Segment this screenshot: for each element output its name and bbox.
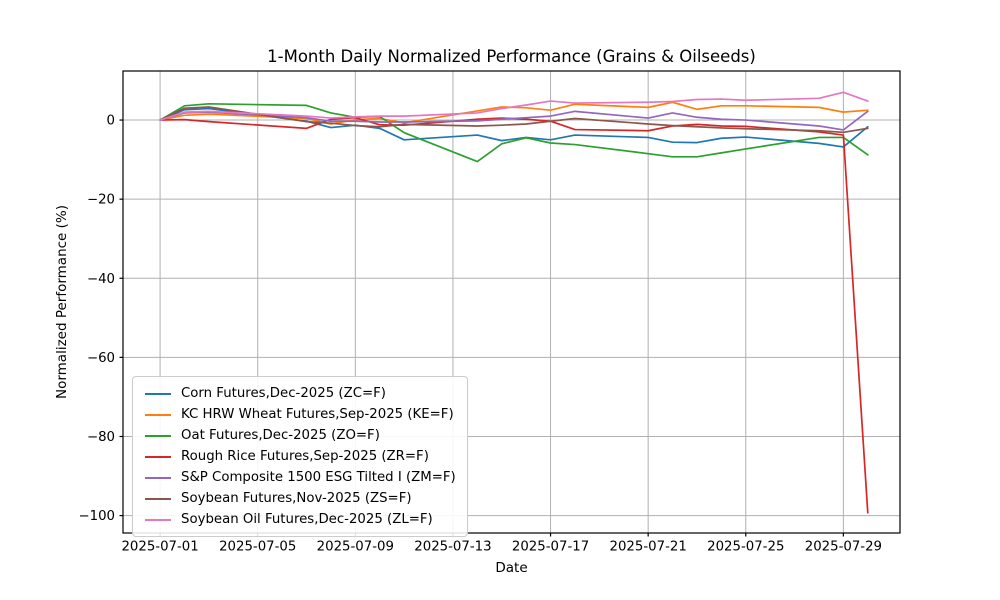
legend-item-label: Oat Futures,Dec-2025 (ZO=F) — [181, 428, 380, 443]
legend-line-swatch — [145, 497, 171, 500]
x-tick-label: 2025-07-01 — [121, 540, 198, 555]
legend-item: KC HRW Wheat Futures,Sep-2025 (KE=F) — [140, 404, 459, 425]
y-tick-label: −40 — [87, 272, 115, 287]
legend-item-label: KC HRW Wheat Futures,Sep-2025 (KE=F) — [181, 407, 454, 422]
x-tick-label: 2025-07-13 — [414, 540, 491, 555]
series-line — [159, 110, 869, 131]
legend-line-swatch — [145, 518, 171, 521]
series-line — [159, 91, 869, 121]
x-axis-label: Date — [495, 560, 528, 576]
legend-line-swatch — [145, 476, 171, 479]
series-line — [159, 116, 869, 514]
legend-item: Soybean Futures,Nov-2025 (ZS=F) — [140, 488, 459, 509]
series-line — [159, 101, 869, 125]
legend-item: Oat Futures,Dec-2025 (ZO=F) — [140, 425, 459, 446]
legend: Corn Futures,Dec-2025 (ZC=F) KC HRW Wheat… — [132, 376, 468, 537]
legend-line-swatch — [145, 392, 171, 395]
plot-frame — [122, 70, 901, 534]
series-layer — [159, 91, 869, 514]
y-tick-label: −60 — [87, 351, 115, 366]
legend-line-swatch — [145, 455, 171, 458]
y-tick-label: −20 — [87, 193, 115, 208]
x-tick-label: 2025-07-21 — [610, 540, 687, 555]
x-tick-label: 2025-07-29 — [805, 540, 882, 555]
legend-item-label: Corn Futures,Dec-2025 (ZC=F) — [181, 386, 386, 401]
x-tick-label: 2025-07-05 — [219, 540, 296, 555]
legend-item-label: Rough Rice Futures,Sep-2025 (ZR=F) — [181, 449, 429, 464]
x-tick-label: 2025-07-17 — [512, 540, 589, 555]
legend-item: S&P Composite 1500 ESG Tilted I (ZM=F) — [140, 467, 459, 488]
legend-line-swatch — [145, 413, 171, 416]
legend-item-label: Soybean Oil Futures,Dec-2025 (ZL=F) — [181, 512, 433, 527]
chart-title: 1-Month Daily Normalized Performance (Gr… — [267, 47, 756, 66]
tick-layer: 2025-07-01 2025-07-05 2025-07-09 2025-07-13… — [78, 114, 882, 555]
y-tick-label: −100 — [78, 509, 115, 524]
legend-item: Corn Futures,Dec-2025 (ZC=F) — [140, 383, 459, 404]
series-line — [159, 102, 869, 163]
legend-item-label: Soybean Futures,Nov-2025 (ZS=F) — [181, 491, 412, 506]
series-line — [159, 106, 869, 134]
y-tick-label: 0 — [107, 114, 115, 129]
x-tick-label: 2025-07-25 — [707, 540, 784, 555]
x-tick-label: 2025-07-09 — [317, 540, 394, 555]
legend-line-swatch — [145, 434, 171, 437]
y-tick-label: −80 — [87, 430, 115, 445]
legend-item-label: S&P Composite 1500 ESG Tilted I (ZM=F) — [181, 470, 456, 485]
legend-item: Rough Rice Futures,Sep-2025 (ZR=F) — [140, 446, 459, 467]
legend-item: Soybean Oil Futures,Dec-2025 (ZL=F) — [140, 509, 459, 530]
